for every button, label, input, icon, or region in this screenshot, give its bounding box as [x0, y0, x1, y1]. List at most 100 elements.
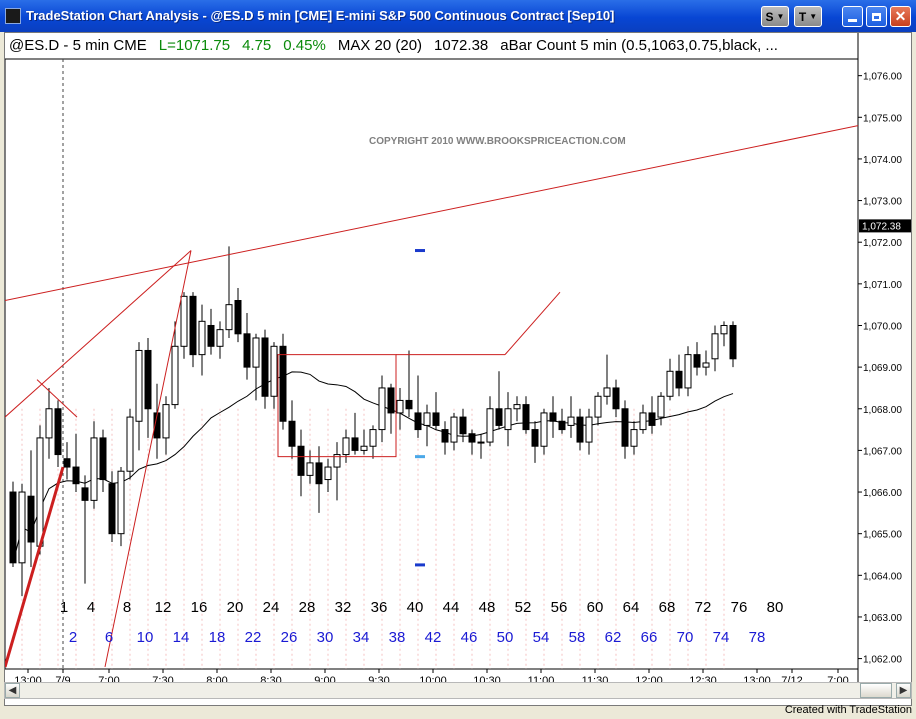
candle[interactable] — [90, 437, 98, 501]
candle[interactable] — [612, 387, 620, 410]
candle[interactable] — [702, 362, 710, 368]
candle[interactable] — [81, 487, 89, 501]
candle[interactable] — [54, 408, 62, 456]
candle[interactable] — [522, 404, 530, 431]
candle[interactable] — [279, 345, 287, 422]
candle[interactable] — [567, 416, 575, 426]
candle[interactable] — [369, 429, 377, 447]
candle[interactable] — [441, 429, 449, 443]
candle[interactable] — [63, 458, 71, 468]
candle[interactable] — [108, 483, 116, 535]
candle[interactable] — [603, 387, 611, 397]
candle[interactable] — [432, 412, 440, 426]
scroll-left-button[interactable]: ◀ — [5, 683, 20, 698]
candle[interactable] — [162, 404, 170, 439]
candle[interactable] — [585, 416, 593, 443]
candle[interactable] — [405, 399, 413, 410]
candle[interactable] — [423, 412, 431, 426]
candle[interactable] — [225, 304, 233, 331]
candle[interactable] — [306, 462, 314, 476]
t-dropdown-button[interactable]: T ▼ — [794, 6, 822, 27]
candle[interactable] — [252, 337, 260, 368]
candle[interactable] — [513, 404, 521, 410]
candle[interactable] — [9, 491, 17, 564]
candle[interactable] — [18, 491, 26, 564]
candle[interactable] — [396, 399, 404, 414]
candle[interactable] — [504, 408, 512, 431]
plot-area[interactable] — [5, 58, 859, 670]
maximize-button[interactable] — [866, 6, 887, 27]
candle[interactable] — [144, 349, 152, 410]
candle[interactable] — [261, 337, 269, 397]
candle[interactable] — [486, 408, 494, 443]
candle[interactable] — [684, 354, 692, 389]
left-channel-line — [5, 250, 192, 418]
candle[interactable] — [666, 370, 674, 397]
candle[interactable] — [378, 387, 386, 431]
candle[interactable] — [621, 408, 629, 447]
candle[interactable] — [540, 412, 548, 447]
price-tick-label: 1,063.00 — [863, 613, 902, 624]
scroll-thumb[interactable] — [860, 683, 892, 698]
candle[interactable] — [171, 345, 179, 406]
candle[interactable] — [333, 454, 341, 468]
candle[interactable] — [324, 466, 332, 481]
chart-window[interactable]: @ES.D - 5 min CME L=1071.75 4.75 0.45% M… — [4, 32, 912, 706]
candle[interactable] — [675, 370, 683, 389]
candle[interactable] — [531, 429, 539, 447]
candle[interactable] — [477, 441, 485, 444]
candle[interactable] — [468, 433, 476, 443]
candle[interactable] — [450, 416, 458, 443]
candle[interactable] — [27, 495, 35, 543]
candle[interactable] — [558, 420, 566, 431]
candle[interactable] — [630, 429, 638, 447]
price-chart[interactable]: COPYRIGHT 2010 WWW.BROOKSPRICEACTION.COM… — [5, 33, 911, 693]
candle[interactable] — [549, 412, 557, 422]
candle[interactable] — [36, 437, 44, 547]
candle[interactable] — [360, 445, 368, 451]
lower-channel-line — [104, 250, 192, 668]
candle[interactable] — [387, 387, 395, 414]
candle[interactable] — [351, 437, 359, 451]
last-price-marker-label: 1,072.38 — [862, 221, 901, 232]
candle[interactable] — [720, 324, 728, 335]
candle[interactable] — [72, 466, 80, 485]
candle[interactable] — [45, 408, 53, 439]
candle[interactable] — [657, 395, 665, 418]
candle[interactable] — [180, 295, 188, 347]
candle[interactable] — [594, 395, 602, 418]
candle[interactable] — [639, 412, 647, 431]
candle[interactable] — [648, 412, 656, 426]
candle[interactable] — [459, 416, 467, 435]
candle[interactable] — [135, 349, 143, 422]
candle[interactable] — [216, 329, 224, 347]
candle[interactable] — [729, 324, 737, 360]
candle[interactable] — [243, 333, 251, 368]
s-dropdown-button[interactable]: S ▼ — [761, 6, 789, 27]
candle[interactable] — [342, 437, 350, 456]
candle[interactable] — [576, 416, 584, 443]
close-button[interactable]: ✕ — [890, 6, 911, 27]
minimize-button[interactable] — [842, 6, 863, 27]
t-button-label: T — [798, 9, 807, 24]
candle[interactable] — [126, 416, 134, 472]
candle[interactable] — [315, 462, 323, 485]
candle[interactable] — [270, 345, 278, 397]
max-indicator-label: MAX 20 (20) — [337, 36, 423, 54]
candle[interactable] — [117, 470, 125, 535]
candle[interactable] — [207, 324, 215, 347]
candle[interactable] — [99, 437, 107, 481]
candle[interactable] — [414, 412, 422, 431]
candle[interactable] — [297, 445, 305, 476]
bar-count-odd-label: 80 — [767, 599, 784, 616]
candle[interactable] — [693, 354, 701, 368]
candle[interactable] — [288, 420, 296, 447]
scroll-right-button[interactable]: ▶ — [896, 683, 911, 698]
candle[interactable] — [234, 300, 242, 335]
candle[interactable] — [189, 295, 197, 356]
candle[interactable] — [198, 320, 206, 356]
thrust-line — [5, 466, 65, 668]
candle[interactable] — [711, 333, 719, 360]
horizontal-scrollbar[interactable]: ◀ ▶ — [4, 682, 912, 699]
candle[interactable] — [495, 408, 503, 426]
